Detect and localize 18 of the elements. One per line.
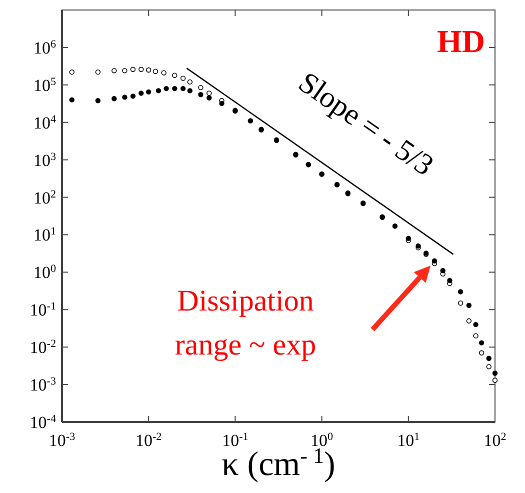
y-tick-label: 10$^{6}$	[33, 38, 56, 58]
y-tick-label: 10$^{2}$	[33, 188, 56, 208]
y-tick-label: 10$^{3}$	[33, 150, 56, 170]
y-tick-label: 10$^{-1}$	[30, 300, 56, 320]
x-tick-label: 10$^{1}$	[397, 431, 420, 450]
annotation: HD	[437, 23, 485, 59]
annotation: Slope = - 5/3	[292, 66, 440, 182]
x-tick-label: 10$^{2}$	[484, 431, 506, 450]
annotation: Dissipation range ~ exp	[174, 284, 316, 362]
y-tick-label: 10$^{-2}$	[30, 338, 56, 358]
y-tick-label: 10$^{-3}$	[30, 376, 56, 395]
y-tick-label: 10$^{0}$	[33, 263, 56, 282]
y-tick-label: 10$^{4}$	[33, 113, 56, 132]
y-tick-label: 10$^{-4}$	[30, 413, 56, 432]
y-tick-label: 10$^{5}$	[33, 76, 56, 95]
y-tick-label: 10$^{1}$	[33, 226, 56, 245]
x-tick-label: 10$^{-2}$	[136, 431, 162, 450]
x-tick-label: 10$^{-3}$	[48, 431, 76, 450]
